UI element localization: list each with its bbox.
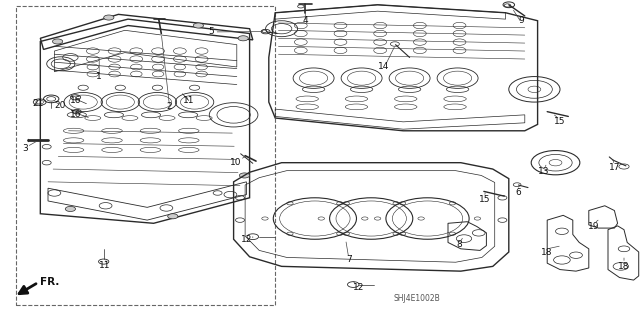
Text: 14: 14 bbox=[378, 63, 390, 71]
Circle shape bbox=[52, 39, 63, 44]
Text: 11: 11 bbox=[99, 261, 110, 270]
Circle shape bbox=[193, 23, 204, 28]
Text: 19: 19 bbox=[588, 222, 600, 231]
Text: 7: 7 bbox=[346, 256, 351, 264]
Text: 17: 17 bbox=[609, 163, 620, 172]
Text: 3: 3 bbox=[23, 144, 28, 153]
Text: 18: 18 bbox=[618, 262, 630, 271]
Text: 6: 6 bbox=[516, 189, 521, 197]
Text: SHJ4E1002B: SHJ4E1002B bbox=[394, 294, 440, 303]
Text: 2: 2 bbox=[167, 102, 172, 111]
Text: 20: 20 bbox=[54, 101, 66, 110]
Circle shape bbox=[238, 36, 248, 41]
Text: 1: 1 bbox=[97, 72, 102, 81]
Text: 16: 16 bbox=[70, 110, 81, 119]
Text: 11: 11 bbox=[183, 96, 195, 105]
Text: 18: 18 bbox=[541, 248, 553, 256]
Text: 4: 4 bbox=[303, 16, 308, 25]
Circle shape bbox=[239, 173, 250, 178]
Text: 10: 10 bbox=[230, 158, 241, 167]
Bar bbox=[16, 6, 275, 305]
Text: 8: 8 bbox=[457, 240, 462, 249]
Text: 15: 15 bbox=[479, 195, 490, 204]
Text: 15: 15 bbox=[554, 117, 566, 126]
Text: 9: 9 bbox=[519, 16, 524, 25]
Text: 5: 5 bbox=[209, 27, 214, 36]
Circle shape bbox=[65, 206, 76, 211]
Text: 21: 21 bbox=[33, 99, 44, 108]
Text: 12: 12 bbox=[241, 235, 253, 244]
Text: 13: 13 bbox=[538, 167, 550, 176]
Circle shape bbox=[104, 15, 114, 20]
Circle shape bbox=[168, 214, 178, 219]
Text: 16: 16 bbox=[70, 96, 81, 105]
Text: FR.: FR. bbox=[40, 277, 60, 287]
Text: 12: 12 bbox=[353, 283, 364, 292]
